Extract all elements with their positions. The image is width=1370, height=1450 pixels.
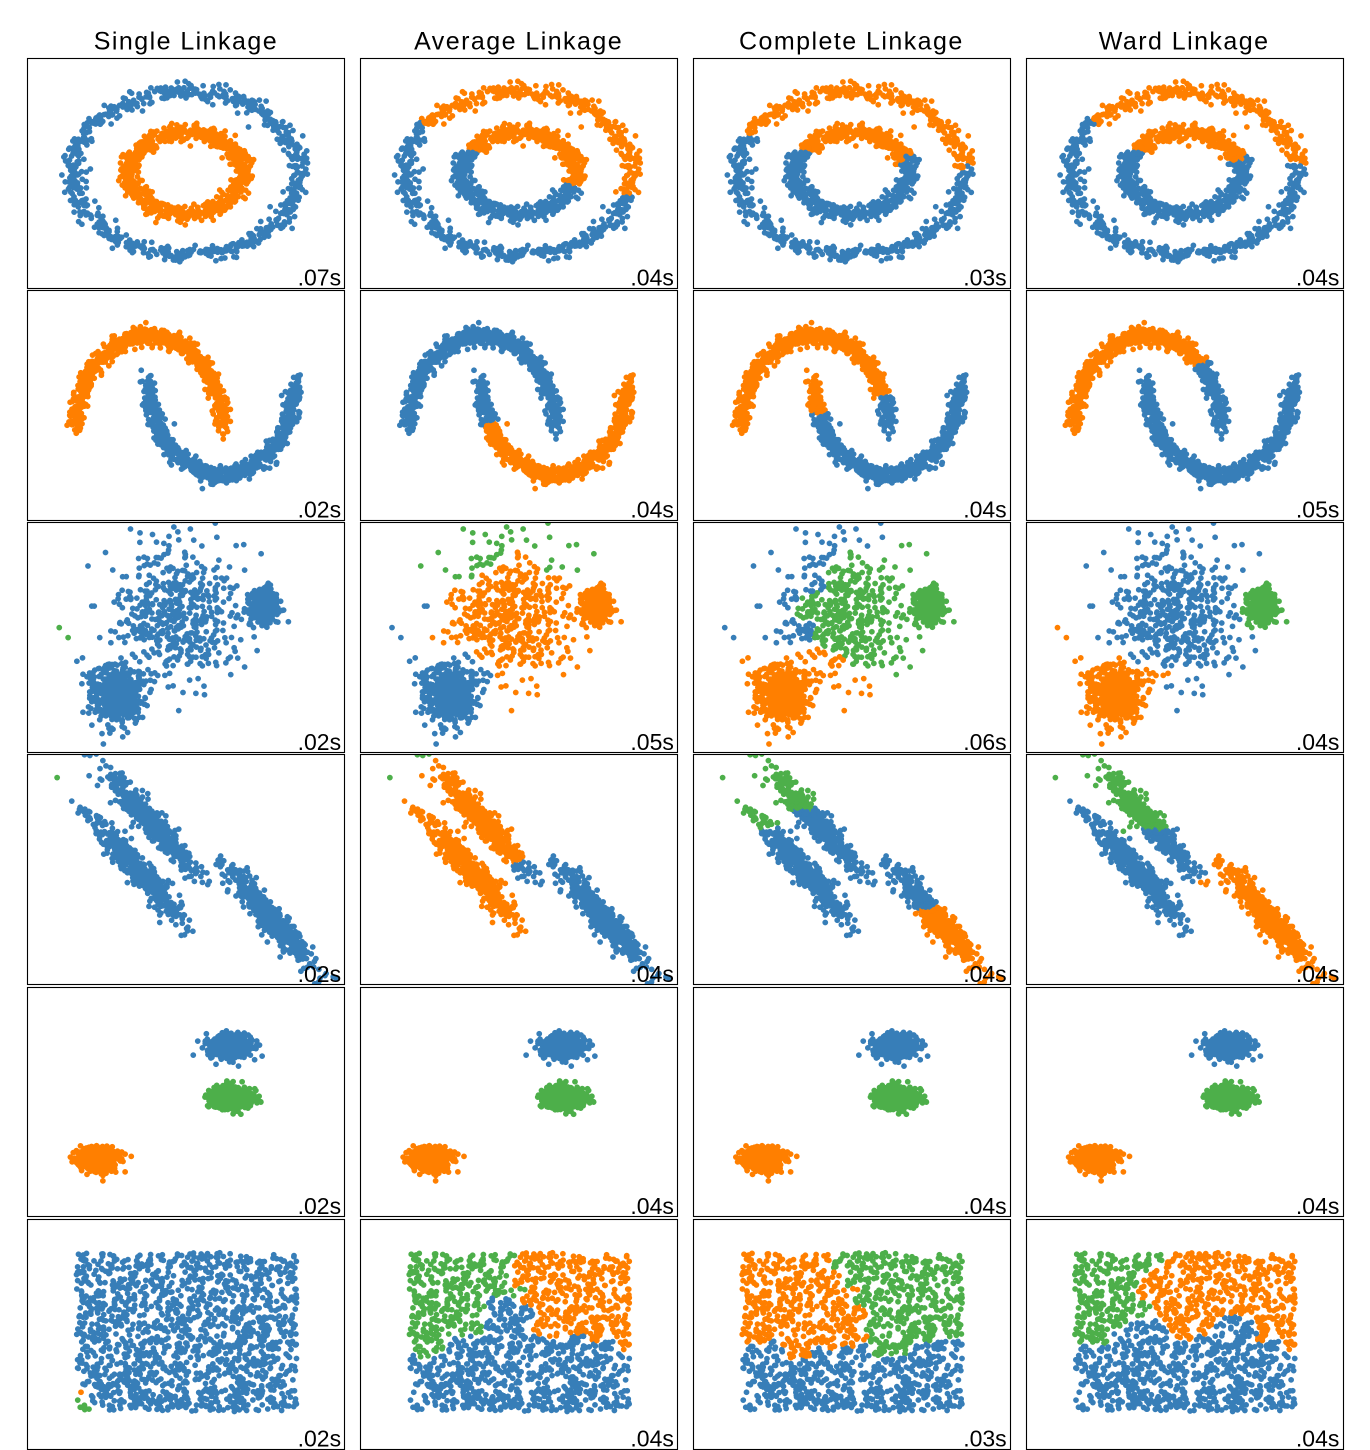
svg-text:.04s: .04s [1296,961,1339,987]
svg-text:.02s: .02s [298,961,341,987]
svg-text:.04s: .04s [1296,1193,1339,1219]
svg-text:.05s: .05s [630,729,673,755]
svg-text:.04s: .04s [630,497,673,523]
svg-text:.05s: .05s [1296,497,1339,523]
svg-text:Average Linkage: Average Linkage [414,28,623,56]
svg-text:.04s: .04s [963,961,1006,987]
svg-text:.04s: .04s [963,497,1006,523]
svg-text:.02s: .02s [298,497,341,523]
svg-text:.04s: .04s [630,961,673,987]
svg-text:.02s: .02s [298,729,341,755]
svg-text:.02s: .02s [298,1425,341,1450]
svg-text:.04s: .04s [630,1425,673,1450]
svg-text:.02s: .02s [298,1193,341,1219]
svg-text:.04s: .04s [963,1193,1006,1219]
svg-text:.06s: .06s [963,729,1006,755]
svg-text:.04s: .04s [630,265,673,291]
svg-text:.04s: .04s [630,1193,673,1219]
svg-text:Single Linkage: Single Linkage [94,28,278,56]
svg-text:Ward Linkage: Ward Linkage [1099,28,1270,56]
svg-text:Complete Linkage: Complete Linkage [739,28,964,56]
svg-text:.04s: .04s [1296,729,1339,755]
svg-text:.04s: .04s [1296,265,1339,291]
svg-text:.07s: .07s [298,265,341,291]
svg-text:.03s: .03s [963,265,1006,291]
svg-text:.03s: .03s [963,1425,1006,1450]
svg-text:.04s: .04s [1296,1425,1339,1450]
